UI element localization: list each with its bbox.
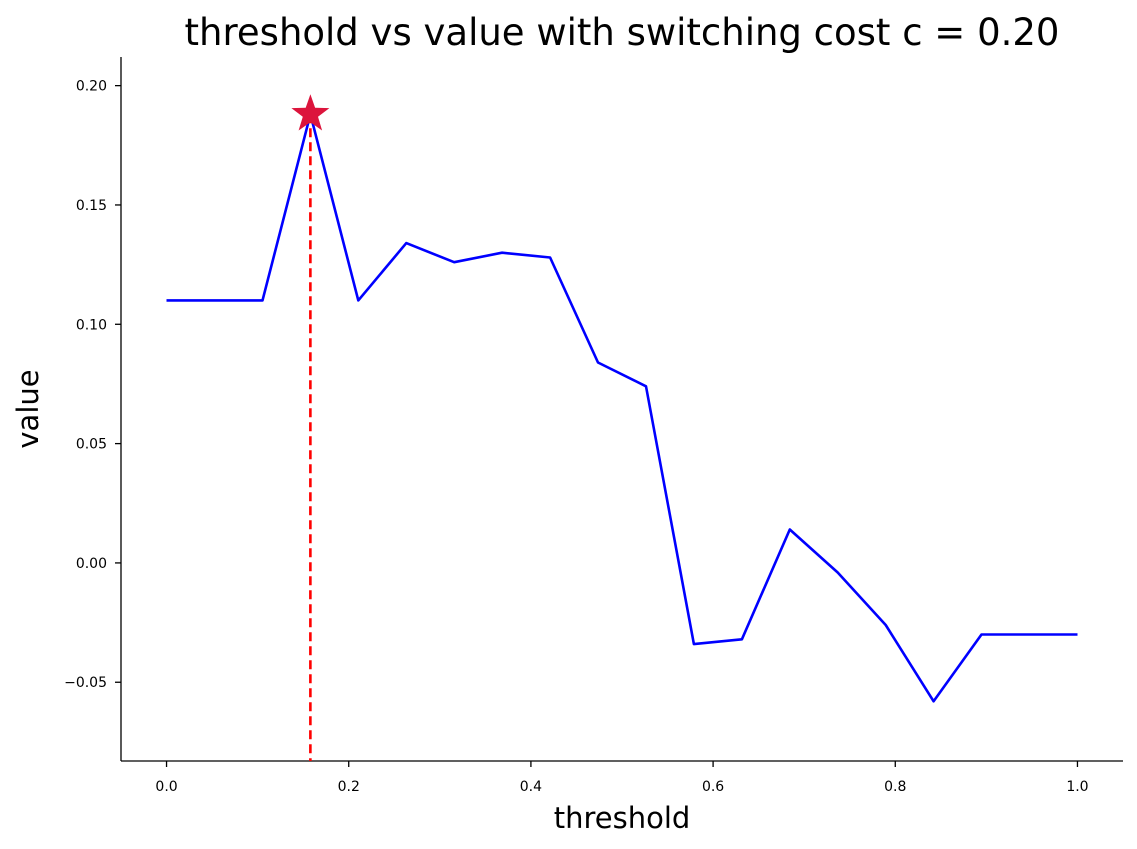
x-tick-label: 0.6 <box>702 779 724 795</box>
x-axis-ticks: 0.0 0.2 0.4 0.6 0.8 1.0 <box>155 761 1089 795</box>
x-tick-label: 0.2 <box>338 779 360 795</box>
y-axis-label: value <box>11 369 45 448</box>
best-point-star <box>291 94 330 131</box>
x-tick-label: 0.4 <box>520 779 542 795</box>
y-tick-label: 0.20 <box>76 79 107 95</box>
y-tick-label: 0.05 <box>76 437 107 453</box>
y-tick-label: 0.00 <box>76 556 107 572</box>
y-tick-label: 0.15 <box>76 198 107 214</box>
chart-title: threshold vs value with switching cost c… <box>185 11 1060 54</box>
x-tick-label: 1.0 <box>1066 779 1088 795</box>
plot-area <box>166 94 1078 761</box>
y-tick-label: 0.10 <box>76 317 107 333</box>
series-line <box>166 113 1078 703</box>
x-tick-label: 0.0 <box>155 779 177 795</box>
y-axis-ticks: −0.05 0.00 0.05 0.10 0.15 0.20 <box>64 79 121 691</box>
y-tick-label: −0.05 <box>64 675 107 691</box>
x-axis-label: threshold <box>554 801 691 835</box>
x-tick-label: 0.8 <box>884 779 906 795</box>
